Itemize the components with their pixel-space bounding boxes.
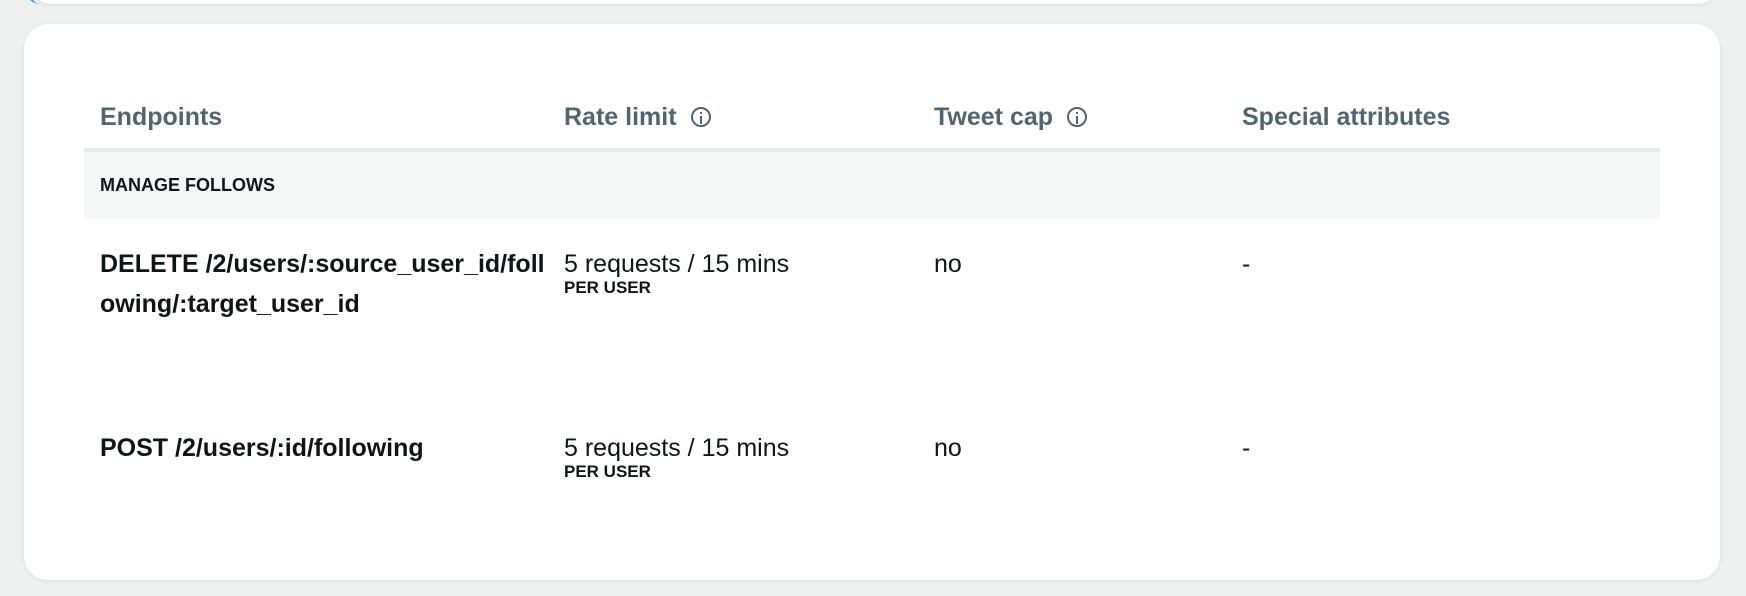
header-special-attributes: Special attributes: [1242, 102, 1451, 131]
rate-limit: 5 requests / 15 mins: [564, 250, 790, 278]
tweet-cap: no: [934, 434, 962, 462]
tweet-cap: no: [934, 250, 962, 278]
table-header: Endpoints Rate limit Tweet cap Special a…: [84, 86, 1660, 152]
info-icon[interactable]: [1067, 107, 1088, 127]
header-tweet-cap-label: Tweet cap: [934, 102, 1054, 131]
section-manage-follows: MANAGE FOLLOWS: [84, 152, 1660, 218]
header-rate-limit: Rate limit: [564, 103, 934, 132]
info-icon[interactable]: [690, 107, 711, 127]
rate-limit: 5 requests / 15 mins: [564, 434, 790, 462]
header-tweet-cap: Tweet cap: [934, 103, 1242, 132]
rate-scope: PER USER: [564, 462, 651, 481]
rate-scope: PER USER: [564, 278, 651, 297]
rate-limit-cell: 5 requests / 15 mins PER USER: [564, 428, 934, 578]
header-rate-limit-label: Rate limit: [564, 102, 677, 131]
rate-limits-card: Endpoints Rate limit Tweet cap Special a…: [24, 24, 1720, 580]
endpoint: DELETE /2/users/:source_user_id/followin…: [100, 250, 545, 318]
endpoint: POST /2/users/:id/following: [100, 434, 424, 462]
rate-limit-cell: 5 requests / 15 mins PER USER: [564, 244, 934, 402]
previous-card-accent: [26, 0, 44, 4]
table-row: POST /2/users/:id/following 5 requests /…: [84, 402, 1660, 578]
special-attributes: -: [1242, 434, 1251, 462]
rate-limits-table: Endpoints Rate limit Tweet cap Special a…: [84, 86, 1660, 578]
previous-card: [30, 0, 1720, 4]
special-attributes: -: [1242, 250, 1251, 278]
header-endpoints: Endpoints: [100, 102, 223, 131]
table-row: DELETE /2/users/:source_user_id/followin…: [84, 218, 1660, 402]
